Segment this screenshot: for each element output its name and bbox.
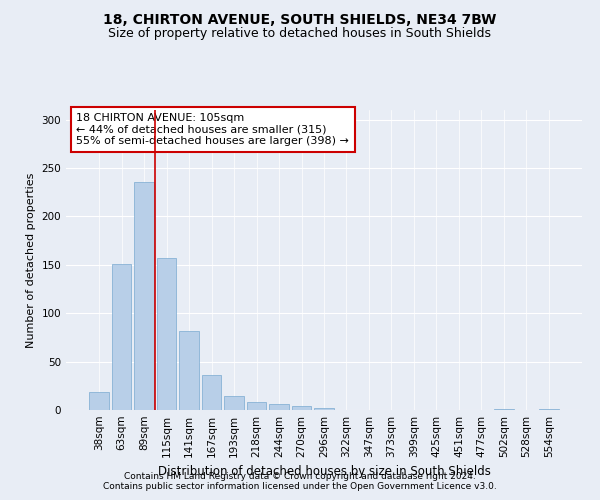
Bar (157, 258, 176, 410)
Bar (269, 404, 289, 410)
X-axis label: Distribution of detached houses by size in South Shields: Distribution of detached houses by size … (158, 466, 490, 478)
Bar (494, 409, 514, 410)
Text: 18 CHIRTON AVENUE: 105sqm
← 44% of detached houses are smaller (315)
55% of semi: 18 CHIRTON AVENUE: 105sqm ← 44% of detac… (76, 113, 349, 146)
Y-axis label: Number of detached properties: Number of detached properties (26, 172, 36, 348)
Text: Size of property relative to detached houses in South Shields: Size of property relative to detached ho… (109, 28, 491, 40)
Bar (247, 402, 266, 410)
Bar (134, 182, 154, 410)
Bar (89, 392, 109, 410)
Bar (112, 264, 131, 410)
Bar (539, 409, 559, 410)
Text: Contains HM Land Registry data © Crown copyright and database right 2024.: Contains HM Land Registry data © Crown c… (124, 472, 476, 481)
Text: 18, CHIRTON AVENUE, SOUTH SHIELDS, NE34 7BW: 18, CHIRTON AVENUE, SOUTH SHIELDS, NE34 … (103, 12, 497, 26)
Bar (224, 396, 244, 410)
Bar (202, 375, 221, 410)
Bar (314, 408, 334, 410)
Bar (292, 406, 311, 410)
Bar (179, 330, 199, 410)
Text: Contains public sector information licensed under the Open Government Licence v3: Contains public sector information licen… (103, 482, 497, 491)
